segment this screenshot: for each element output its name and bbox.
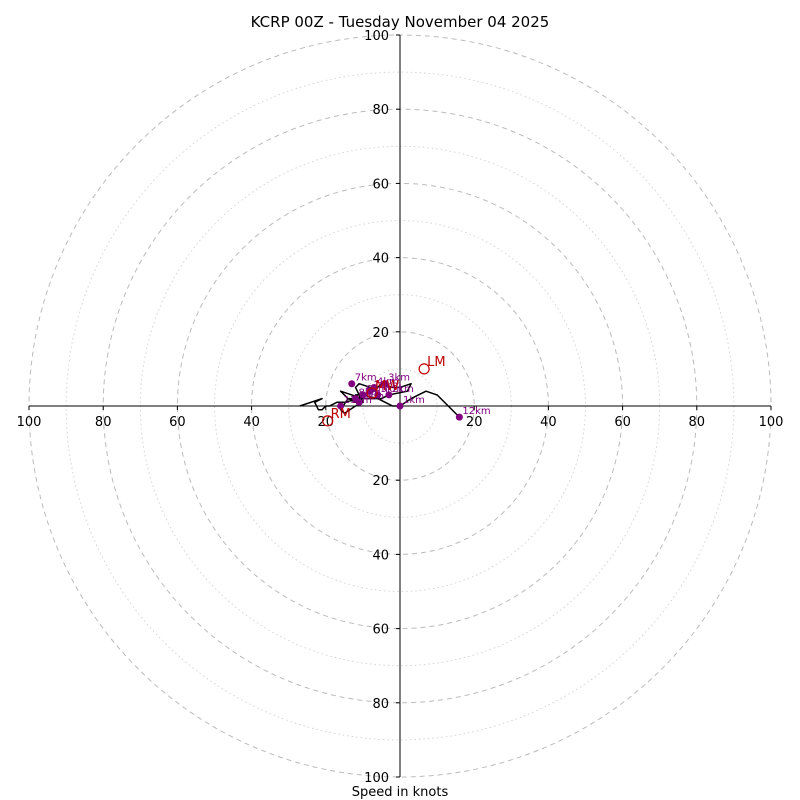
- x-tick-label: 80: [95, 415, 112, 430]
- height-marker-dot: [359, 391, 367, 399]
- y-tick-label: 80: [372, 103, 389, 118]
- x-tick-label: 80: [689, 415, 706, 430]
- height-markers: 1km2km3km4km5km6km7km8km9km10km11km12km: [337, 373, 491, 421]
- height-marker-label: 3km: [388, 373, 410, 384]
- storm-motion-circle: [322, 415, 334, 427]
- x-tick-label: 60: [614, 415, 631, 430]
- height-marker-label: 10km: [373, 380, 401, 391]
- height-marker-label: 12km: [462, 406, 490, 417]
- x-tick-label: 20: [318, 415, 335, 430]
- storm-motion-label: LM: [427, 355, 445, 370]
- height-marker-dot: [396, 402, 404, 410]
- x-tick-label: 40: [540, 415, 557, 430]
- height-marker-label: 5km: [381, 384, 403, 395]
- hodograph-line: [299, 382, 460, 418]
- chart-title: KCRP 00Z - Tuesday November 04 2025: [251, 13, 550, 31]
- tick-labels: 100 80 60 40 20 20 40 60 80 100 100 80 60 40 20 20 40 60 8…: [17, 29, 784, 786]
- y-tick-label: 100: [364, 29, 389, 44]
- height-marker-label: 6km: [366, 384, 388, 395]
- y-tick-label: 20: [372, 474, 389, 489]
- height-marker-dot: [337, 402, 345, 410]
- height-marker-label: 7km: [355, 373, 377, 384]
- storm-motion-circle: [366, 387, 378, 399]
- y-tick-label: 40: [372, 252, 389, 267]
- height-marker-label: 9km: [362, 391, 384, 402]
- height-marker-label: 4km: [377, 376, 399, 387]
- storm-motion-label: RM: [331, 407, 351, 422]
- x-tick-label: 60: [169, 415, 186, 430]
- height-marker-dot: [348, 380, 356, 388]
- y-tick-label: 80: [372, 697, 389, 712]
- storm-motion-circle: [418, 363, 430, 375]
- height-marker-label: 2km: [392, 384, 414, 395]
- height-marker-dot: [381, 380, 389, 388]
- y-tick-label: 100: [364, 771, 389, 786]
- height-marker-dot: [385, 391, 393, 399]
- y-tick-label: 60: [372, 623, 389, 638]
- x-tick-label: 100: [17, 415, 42, 430]
- y-tick-label: 60: [372, 177, 389, 192]
- y-tick-label: 20: [372, 326, 389, 341]
- storm-motion-label: MW: [375, 379, 399, 394]
- storm-motion-markers: LM RM MW: [322, 355, 446, 427]
- x-axis-label: Speed in knots: [352, 785, 449, 800]
- x-tick-label: 100: [759, 415, 784, 430]
- x-tick-label: 40: [243, 415, 260, 430]
- height-marker-label: 11km: [344, 395, 372, 406]
- x-tick-label: 20: [466, 415, 483, 430]
- height-marker-dot: [355, 398, 363, 406]
- height-marker-dot: [455, 413, 463, 421]
- y-tick-label: 40: [372, 548, 389, 563]
- height-marker-label: 1km: [403, 395, 425, 406]
- hodograph-trace: [299, 382, 460, 418]
